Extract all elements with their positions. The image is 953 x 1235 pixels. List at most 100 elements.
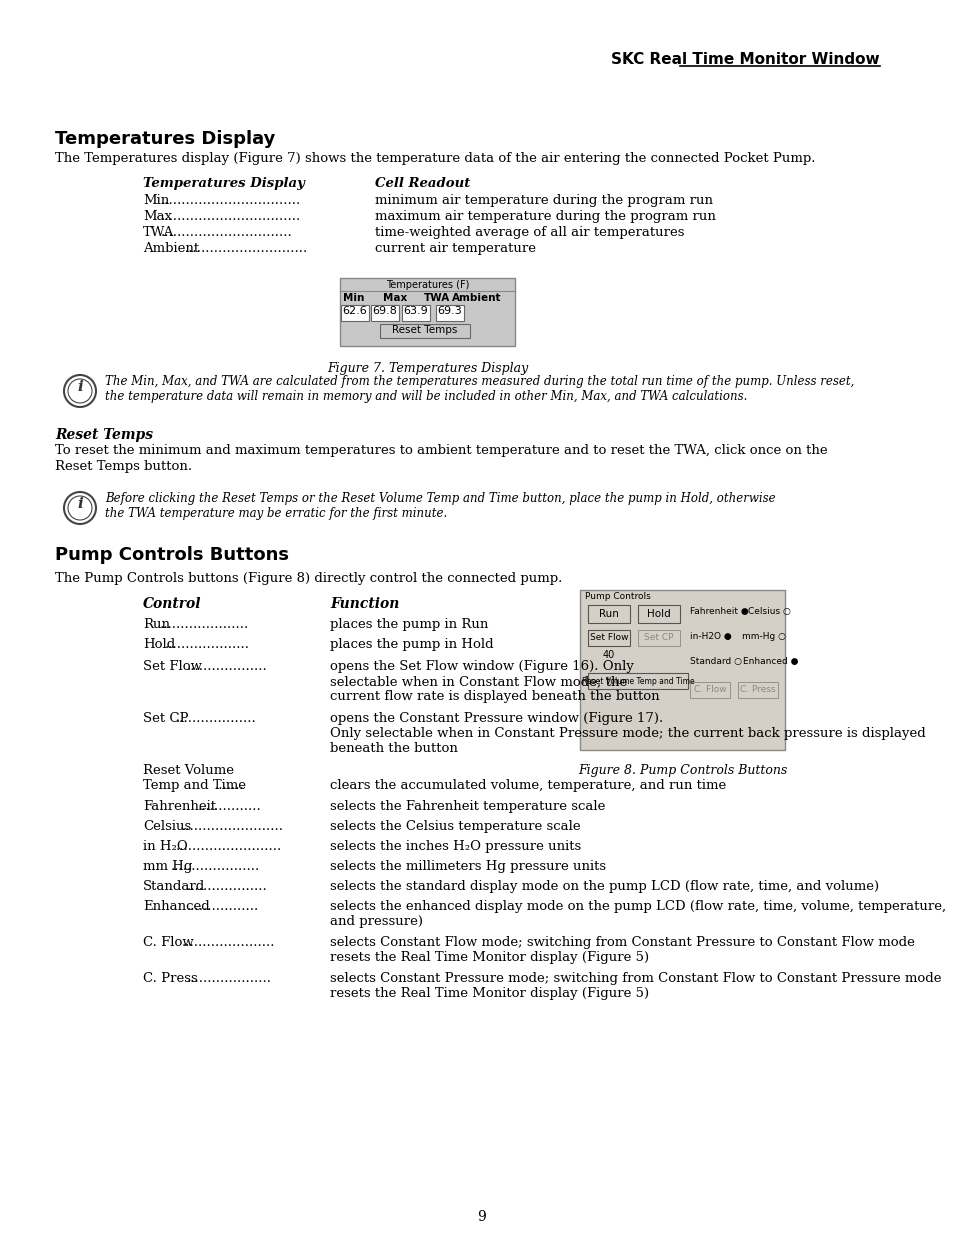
Text: ...................: ................... — [187, 659, 268, 673]
Text: .....................: ..................... — [171, 860, 259, 873]
Text: Reset Volume Temp and Time: Reset Volume Temp and Time — [581, 677, 694, 685]
Text: resets the Real Time Monitor display (Figure 5): resets the Real Time Monitor display (Fi… — [330, 987, 648, 1000]
Text: Function: Function — [330, 597, 399, 611]
Text: time-weighted average of all air temperatures: time-weighted average of all air tempera… — [375, 226, 684, 240]
Text: ......................: ...................... — [181, 936, 274, 948]
Text: Cell Readout: Cell Readout — [375, 177, 470, 190]
Text: Run: Run — [598, 609, 618, 619]
Text: 69.3: 69.3 — [437, 306, 462, 316]
Text: selectable when in Constant Flow mode; the: selectable when in Constant Flow mode; t… — [330, 676, 626, 688]
FancyBboxPatch shape — [379, 324, 470, 338]
Text: Pump Controls Buttons: Pump Controls Buttons — [55, 546, 289, 564]
Text: The Pump Controls buttons (Figure 8) directly control the connected pump.: The Pump Controls buttons (Figure 8) dir… — [55, 572, 561, 585]
Text: i: i — [77, 496, 83, 511]
Text: .............................: ............................. — [185, 242, 308, 254]
Text: TWA: TWA — [423, 293, 450, 303]
Text: C. Flow: C. Flow — [693, 685, 725, 694]
Text: SKC Real Time Monitor Window: SKC Real Time Monitor Window — [611, 52, 879, 67]
Text: The Min, Max, and TWA are calculated from the temperatures measured during the t: The Min, Max, and TWA are calculated fro… — [105, 375, 854, 388]
Text: Ambient: Ambient — [452, 293, 501, 303]
Text: TWA: TWA — [143, 226, 174, 240]
Text: Temp and Time: Temp and Time — [143, 779, 246, 792]
FancyBboxPatch shape — [587, 605, 629, 622]
Text: i: i — [77, 380, 83, 394]
Text: Standard: Standard — [143, 881, 205, 893]
Text: .........................: ......................... — [175, 840, 282, 853]
Text: Reset Temps: Reset Temps — [55, 429, 152, 442]
Text: Temperatures Display: Temperatures Display — [55, 130, 275, 148]
Text: .................................: ................................. — [161, 210, 301, 224]
Text: 69.8: 69.8 — [373, 306, 397, 316]
Text: The Temperatures display (Figure 7) shows the temperature data of the air enteri: The Temperatures display (Figure 7) show… — [55, 152, 815, 165]
FancyBboxPatch shape — [401, 305, 430, 321]
Text: Temperatures Display: Temperatures Display — [143, 177, 305, 190]
FancyBboxPatch shape — [587, 673, 687, 689]
Text: To reset the minimum and maximum temperatures to ambient temperature and to rese: To reset the minimum and maximum tempera… — [55, 445, 827, 457]
Text: and pressure): and pressure) — [330, 915, 422, 927]
Text: Hold: Hold — [646, 609, 670, 619]
Text: in H₂O: in H₂O — [143, 840, 188, 853]
Text: Set Flow: Set Flow — [589, 634, 628, 642]
Text: Max: Max — [143, 210, 172, 224]
Text: .................: ................. — [187, 900, 259, 913]
Text: Enhanced ●: Enhanced ● — [742, 657, 798, 666]
Text: selects the enhanced display mode on the pump LCD (flow rate, time, volume, temp: selects the enhanced display mode on the… — [330, 900, 945, 913]
Text: ...............................: ............................... — [161, 226, 293, 240]
Text: ...................: ................... — [187, 881, 268, 893]
Text: Standard ○: Standard ○ — [689, 657, 741, 666]
Text: Reset Volume: Reset Volume — [143, 764, 233, 777]
Text: Temperatures (F): Temperatures (F) — [385, 280, 469, 290]
Text: Reset Temps button.: Reset Temps button. — [55, 459, 192, 473]
FancyBboxPatch shape — [738, 682, 778, 698]
Text: Set CP: Set CP — [143, 713, 189, 725]
Text: C. Flow: C. Flow — [143, 936, 193, 948]
Text: .......: ....... — [214, 779, 244, 792]
FancyBboxPatch shape — [689, 682, 729, 698]
Text: Run: Run — [143, 618, 170, 631]
Text: maximum air temperature during the program run: maximum air temperature during the progr… — [375, 210, 715, 224]
Text: Celsius: Celsius — [143, 820, 191, 832]
Text: selects Constant Flow mode; switching from Constant Pressure to Constant Flow mo: selects Constant Flow mode; switching fr… — [330, 936, 914, 948]
FancyBboxPatch shape — [587, 630, 629, 646]
Text: Fahrenheit ●: Fahrenheit ● — [689, 606, 748, 616]
Text: 9: 9 — [476, 1210, 485, 1224]
FancyBboxPatch shape — [340, 305, 369, 321]
Text: Set CP: Set CP — [643, 634, 673, 642]
Text: Enhanced: Enhanced — [143, 900, 210, 913]
Text: Celsius ○: Celsius ○ — [747, 606, 790, 616]
Text: opens the Constant Pressure window (Figure 17).: opens the Constant Pressure window (Figu… — [330, 713, 662, 725]
Text: Set Flow: Set Flow — [143, 659, 202, 673]
FancyBboxPatch shape — [579, 590, 784, 750]
FancyBboxPatch shape — [638, 605, 679, 622]
Text: ....................: .................... — [187, 972, 272, 986]
Text: Figure 7. Temperatures Display: Figure 7. Temperatures Display — [327, 362, 528, 375]
Text: ........................: ........................ — [181, 820, 283, 832]
Text: C. Press: C. Press — [143, 972, 197, 986]
Text: .....................: ..................... — [159, 618, 249, 631]
Text: selects the millimeters Hg pressure units: selects the millimeters Hg pressure unit… — [330, 860, 605, 873]
Text: selects the Fahrenheit temperature scale: selects the Fahrenheit temperature scale — [330, 800, 605, 813]
FancyBboxPatch shape — [638, 630, 679, 646]
Text: the temperature data will remain in memory and will be included in other Min, Ma: the temperature data will remain in memo… — [105, 390, 746, 403]
Text: Only selectable when in Constant Pressure mode; the current back pressure is dis: Only selectable when in Constant Pressur… — [330, 727, 924, 740]
Text: resets the Real Time Monitor display (Figure 5): resets the Real Time Monitor display (Fi… — [330, 951, 648, 965]
FancyBboxPatch shape — [582, 597, 781, 747]
Text: 63.9: 63.9 — [403, 306, 428, 316]
Text: Hold: Hold — [143, 638, 175, 651]
Text: Pump Controls: Pump Controls — [584, 592, 650, 601]
Text: Before clicking the Reset Temps or the Reset Volume Temp and Time button, place : Before clicking the Reset Temps or the R… — [105, 492, 775, 505]
Text: in-H2O ●: in-H2O ● — [689, 632, 731, 641]
Text: places the pump in Hold: places the pump in Hold — [330, 638, 493, 651]
Text: Ambient: Ambient — [143, 242, 199, 254]
Text: the TWA temperature may be erratic for the first minute.: the TWA temperature may be erratic for t… — [105, 508, 447, 520]
Text: Max: Max — [382, 293, 407, 303]
Text: ...................: ................... — [175, 713, 256, 725]
FancyBboxPatch shape — [339, 278, 515, 346]
Text: selects the standard display mode on the pump LCD (flow rate, time, and volume): selects the standard display mode on the… — [330, 881, 879, 893]
Text: current flow rate is displayed beneath the button: current flow rate is displayed beneath t… — [330, 690, 659, 703]
Text: C. Press: C. Press — [740, 685, 775, 694]
Text: opens the Set Flow window (Figure 16). Only: opens the Set Flow window (Figure 16). O… — [330, 659, 633, 673]
Text: Min: Min — [143, 194, 169, 207]
Text: mm-Hg ○: mm-Hg ○ — [741, 632, 785, 641]
Text: 40: 40 — [602, 650, 615, 659]
